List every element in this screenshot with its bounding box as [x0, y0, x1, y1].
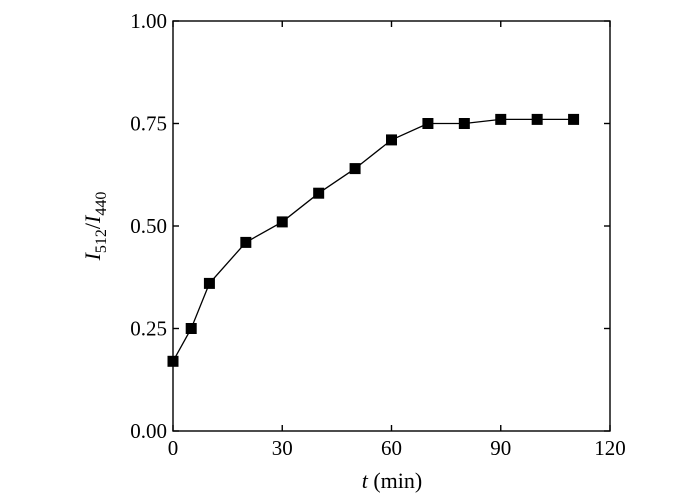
series-line — [172, 118, 574, 362]
plot-frame — [172, 20, 611, 432]
data-point — [203, 277, 215, 289]
y-tick-label: 0.50 — [130, 214, 167, 238]
y-tick-label: 1.00 — [130, 9, 167, 33]
x-axis-label: t (min) — [362, 468, 423, 493]
x-axis: 0 30 60 90 120 — [168, 21, 626, 460]
x-tick-label: 60 — [381, 436, 402, 460]
x-tick-label: 30 — [272, 436, 293, 460]
data-point — [276, 216, 288, 228]
y-axis-label-num-var: I — [80, 251, 105, 261]
x-axis-label-var: t — [362, 468, 369, 493]
y-axis-label-den-var: I — [80, 214, 105, 224]
data-point — [349, 163, 361, 175]
series-polyline — [172, 118, 574, 362]
series-points — [167, 113, 580, 367]
data-point — [495, 113, 507, 125]
data-point — [458, 118, 470, 129]
data-point — [531, 113, 543, 125]
y-axis-label: I512/I440 — [80, 192, 110, 262]
x-tick-label: 90 — [490, 436, 511, 460]
data-point — [185, 323, 197, 334]
data-point — [313, 187, 325, 199]
y-axis-label-den-sub: 440 — [93, 192, 110, 216]
x-axis-label-unit: (min) — [368, 468, 422, 493]
x-tick-label: 0 — [168, 436, 179, 460]
y-tick-label: 0.00 — [130, 419, 167, 443]
y-axis: 0.00 0.25 0.50 0.75 1.00 — [130, 9, 610, 443]
data-point — [167, 355, 179, 367]
data-point — [422, 118, 434, 129]
data-point — [568, 113, 580, 125]
x-tick-label: 120 — [594, 436, 626, 460]
y-axis-label-num-sub: 512 — [93, 229, 110, 253]
data-point — [240, 236, 252, 248]
y-tick-label: 0.75 — [130, 112, 167, 136]
y-tick-label: 0.25 — [130, 317, 167, 341]
y-axis-label-sep: / — [80, 222, 105, 229]
data-point — [386, 134, 397, 146]
